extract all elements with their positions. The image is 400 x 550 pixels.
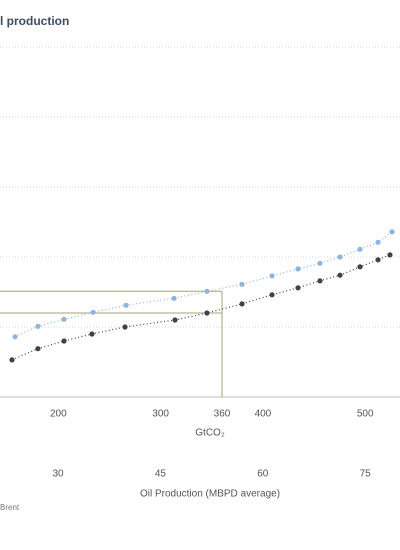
- data-point: [375, 257, 381, 263]
- x2-tick-label: 45: [155, 469, 167, 480]
- x-tick-label: 200: [50, 409, 67, 420]
- data-point: [61, 338, 67, 344]
- x2-tick-label: 75: [360, 469, 372, 480]
- data-point: [387, 252, 393, 258]
- data-point: [204, 310, 210, 316]
- data-point: [317, 260, 323, 266]
- data-point: [337, 254, 343, 260]
- data-point: [269, 292, 275, 298]
- data-point: [337, 272, 343, 278]
- data-point: [204, 288, 210, 294]
- x2-tick-label: 30: [52, 469, 64, 480]
- x-tick-label: 300: [152, 409, 169, 420]
- data-point: [123, 302, 129, 308]
- series-line: [11, 254, 391, 361]
- x2-axis-label: Oil Production (MBPD average): [140, 489, 280, 500]
- data-point: [90, 309, 96, 315]
- data-point: [122, 324, 128, 330]
- data-point: [239, 301, 245, 307]
- data-point: [317, 278, 323, 284]
- series-line: [14, 231, 393, 338]
- data-point: [269, 273, 275, 279]
- data-point: [9, 357, 15, 363]
- x-tick-label: 360: [214, 409, 231, 420]
- x-tick-label: 400: [255, 409, 272, 420]
- data-point: [295, 285, 301, 291]
- data-point: [375, 239, 381, 245]
- data-point: [35, 346, 41, 352]
- data-point: [172, 317, 178, 323]
- data-point: [389, 229, 395, 235]
- data-point: [89, 331, 95, 337]
- data-point: [35, 323, 41, 329]
- x2-tick-label: 60: [257, 469, 269, 480]
- data-point: [239, 281, 245, 287]
- data-point: [357, 264, 363, 270]
- data-point: [295, 266, 301, 272]
- x-axis-label: GtCO₂: [195, 428, 225, 439]
- x-tick-label: 500: [357, 409, 374, 420]
- data-point: [357, 246, 363, 252]
- source: Brent: [0, 503, 20, 512]
- chart-title: l production: [0, 14, 69, 28]
- data-point: [171, 295, 177, 301]
- data-point: [61, 316, 67, 322]
- data-point: [12, 334, 18, 340]
